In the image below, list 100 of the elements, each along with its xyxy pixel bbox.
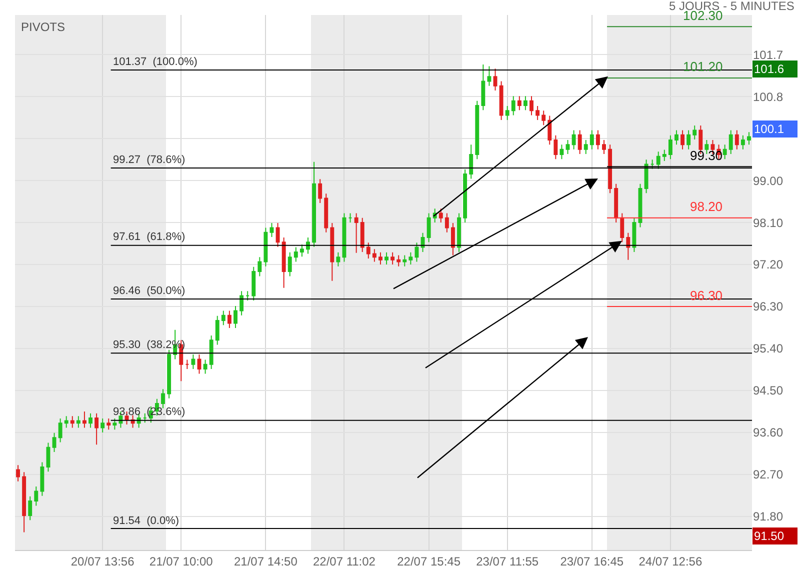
candlestick bbox=[674, 130, 678, 146]
candlestick bbox=[70, 416, 74, 428]
y-tick-label: 100.8 bbox=[753, 90, 784, 104]
candlestick bbox=[100, 418, 105, 433]
candlestick bbox=[64, 416, 68, 428]
candlestick bbox=[197, 354, 202, 374]
candlestick bbox=[142, 412, 147, 424]
y-tick-label: 93.60 bbox=[753, 426, 784, 440]
x-tick-label: 20/07 13:56 bbox=[70, 554, 135, 568]
y-tick-label: 94.50 bbox=[753, 384, 784, 398]
candlestick bbox=[662, 149, 666, 162]
x-tick-label: 24/07 12:56 bbox=[638, 554, 702, 568]
candlestick bbox=[306, 236, 310, 254]
candlestick bbox=[602, 140, 606, 154]
candlestick bbox=[487, 66, 492, 86]
x-tick-label: 21/07 10:00 bbox=[149, 554, 214, 568]
ref-line-label: 96.46 (50.0%) bbox=[113, 285, 186, 297]
y-tick-label: 95.40 bbox=[753, 342, 784, 356]
y-tick-label: 99.00 bbox=[753, 174, 784, 188]
candlestick bbox=[511, 96, 516, 116]
candlestick bbox=[16, 464, 20, 482]
candlestick bbox=[161, 388, 165, 409]
candlestick bbox=[747, 132, 751, 146]
candlestick bbox=[578, 130, 582, 154]
ref-line-label: 91.54 (0.0%) bbox=[113, 515, 180, 527]
candlestick bbox=[215, 315, 220, 346]
candlestick bbox=[426, 212, 431, 243]
candlestick bbox=[722, 144, 727, 160]
candlestick bbox=[282, 236, 286, 288]
candlestick bbox=[650, 159, 654, 170]
candlestick bbox=[354, 212, 358, 254]
text: 91.50 bbox=[754, 529, 784, 543]
x-tick-label: 21/07 14:50 bbox=[234, 554, 298, 568]
candlestick bbox=[692, 125, 697, 140]
candlestick bbox=[88, 412, 92, 428]
candlestick bbox=[596, 130, 600, 150]
candlestick bbox=[390, 252, 395, 266]
candlestick bbox=[378, 252, 382, 266]
candlestick bbox=[572, 130, 576, 150]
candlestick bbox=[728, 130, 733, 154]
candlestick bbox=[536, 105, 540, 120]
candlestick bbox=[294, 246, 298, 262]
candlestick bbox=[52, 432, 56, 453]
candlestick bbox=[76, 416, 80, 428]
text: 100.1 bbox=[754, 122, 784, 136]
candlestick bbox=[420, 232, 425, 252]
x-tick-label: 23/07 16:45 bbox=[560, 554, 624, 568]
x-tick-label: 22/07 11:02 bbox=[312, 554, 376, 568]
candlestick bbox=[548, 115, 552, 146]
candlestick bbox=[112, 418, 117, 430]
candlestick bbox=[644, 159, 648, 194]
candlestick bbox=[408, 252, 413, 266]
candlestick bbox=[258, 256, 262, 277]
candlestick bbox=[463, 168, 468, 224]
candlestick bbox=[402, 254, 407, 267]
ref-line-label: 98.20 bbox=[690, 199, 723, 214]
candlestick bbox=[554, 134, 558, 160]
candlestick bbox=[288, 252, 292, 277]
candlestick bbox=[234, 306, 238, 328]
candlestick bbox=[668, 134, 672, 160]
y-tick-label: 98.10 bbox=[753, 216, 784, 230]
candlestick bbox=[348, 212, 352, 224]
candlestick bbox=[34, 486, 38, 506]
candlestick bbox=[276, 222, 280, 248]
candlestick bbox=[221, 310, 226, 326]
ref-line-label: 97.61 (61.8%) bbox=[113, 231, 186, 243]
candlestick bbox=[396, 254, 401, 267]
candlestick bbox=[300, 244, 304, 258]
x-tick-label: 23/07 11:55 bbox=[476, 554, 539, 568]
candlestick bbox=[523, 96, 528, 111]
y-tick-label: 96.30 bbox=[753, 300, 784, 314]
y-tick-label: 91.80 bbox=[753, 510, 784, 524]
candlestick bbox=[22, 472, 26, 533]
candlestick bbox=[324, 193, 328, 233]
candlestick bbox=[167, 349, 172, 399]
candlestick bbox=[438, 208, 443, 224]
candlestick bbox=[94, 412, 99, 446]
annotation: PIVOTS bbox=[21, 20, 66, 34]
candlestick bbox=[40, 462, 44, 496]
candlestick bbox=[372, 248, 376, 262]
text: 101.6 bbox=[754, 62, 784, 76]
candlestick bbox=[686, 130, 691, 150]
candlestick bbox=[499, 80, 504, 120]
candlestick bbox=[360, 217, 364, 252]
y-tick-label: 97.20 bbox=[753, 258, 784, 272]
candlestick bbox=[626, 232, 630, 260]
candlestick bbox=[264, 227, 268, 267]
candlestick bbox=[336, 252, 340, 267]
candlestick bbox=[330, 222, 334, 282]
candlestick bbox=[656, 151, 660, 170]
candlestick bbox=[680, 130, 685, 150]
candlestick bbox=[312, 161, 316, 248]
candlestick bbox=[493, 68, 498, 92]
candlestick bbox=[240, 290, 244, 316]
candlestick bbox=[252, 266, 256, 301]
candlestick bbox=[566, 140, 570, 154]
candlestick bbox=[475, 100, 480, 160]
candlestick bbox=[58, 418, 62, 443]
candlestick bbox=[542, 110, 546, 126]
candlestick bbox=[191, 354, 196, 370]
